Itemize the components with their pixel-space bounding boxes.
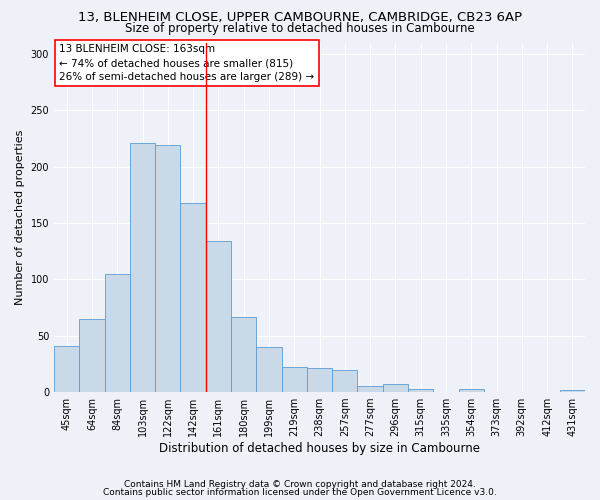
- Bar: [358, 386, 383, 392]
- Bar: [383, 384, 408, 392]
- X-axis label: Distribution of detached houses by size in Cambourne: Distribution of detached houses by size …: [159, 442, 480, 455]
- Bar: [130, 143, 155, 392]
- Bar: [231, 316, 256, 392]
- Y-axis label: Number of detached properties: Number of detached properties: [15, 130, 25, 305]
- Text: Contains public sector information licensed under the Open Government Licence v3: Contains public sector information licen…: [103, 488, 497, 497]
- Bar: [281, 368, 307, 392]
- Bar: [458, 388, 484, 392]
- Bar: [256, 347, 281, 392]
- Text: 13, BLENHEIM CLOSE, UPPER CAMBOURNE, CAMBRIDGE, CB23 6AP: 13, BLENHEIM CLOSE, UPPER CAMBOURNE, CAM…: [78, 11, 522, 24]
- Bar: [307, 368, 332, 392]
- Bar: [79, 319, 104, 392]
- Bar: [181, 202, 206, 392]
- Bar: [408, 388, 433, 392]
- Bar: [560, 390, 585, 392]
- Text: Contains HM Land Registry data © Crown copyright and database right 2024.: Contains HM Land Registry data © Crown c…: [124, 480, 476, 489]
- Bar: [206, 241, 231, 392]
- Text: 13 BLENHEIM CLOSE: 163sqm
← 74% of detached houses are smaller (815)
26% of semi: 13 BLENHEIM CLOSE: 163sqm ← 74% of detac…: [59, 44, 314, 82]
- Bar: [54, 346, 79, 392]
- Bar: [155, 145, 181, 392]
- Bar: [332, 370, 358, 392]
- Bar: [104, 274, 130, 392]
- Text: Size of property relative to detached houses in Cambourne: Size of property relative to detached ho…: [125, 22, 475, 35]
